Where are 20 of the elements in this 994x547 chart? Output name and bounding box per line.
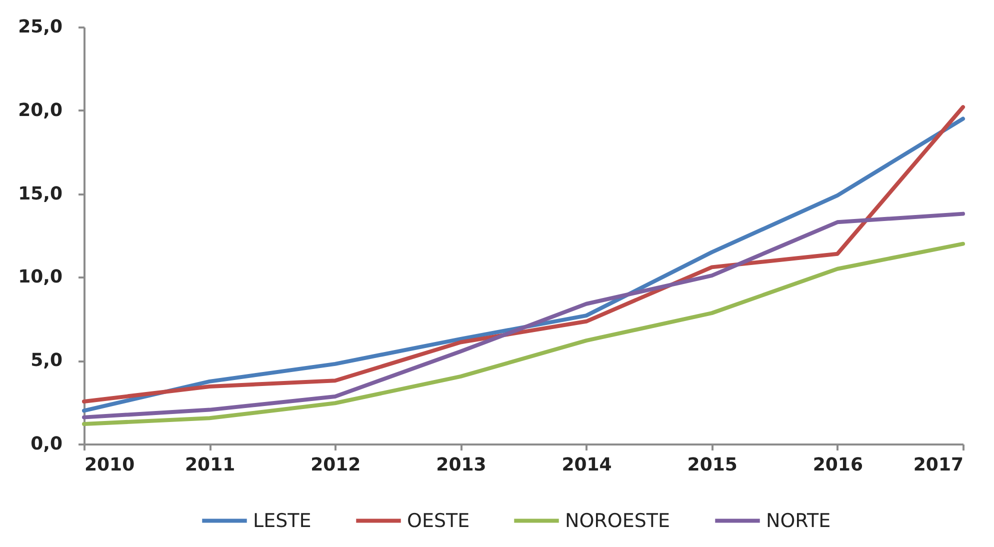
y-tick-label: 10,0: [18, 266, 62, 288]
x-tick-label: 2014: [562, 454, 612, 476]
legend-label: OESTE: [407, 510, 470, 532]
y-tick-label: 5,0: [30, 350, 62, 372]
x-tick-label: 2013: [436, 454, 486, 476]
y-tick-label: 15,0: [18, 183, 62, 204]
line-series: [82, 212, 965, 420]
legend-label: NORTE: [766, 510, 831, 532]
x-tick-label: 2011: [185, 454, 236, 476]
legend-label: LESTE: [253, 510, 312, 532]
x-tick-label: 2010: [84, 454, 135, 476]
y-tick-label: 0,0: [30, 434, 62, 454]
x-tick-label: 2017: [913, 454, 964, 476]
y-tick-label: 20,0: [18, 100, 62, 121]
x-tick-label: 2015: [687, 454, 738, 476]
x-tick-label: 2016: [812, 454, 863, 476]
legend-label: NOROESTE: [565, 510, 670, 532]
line-series: [82, 242, 965, 426]
y-tick-label: 25,0: [18, 16, 62, 38]
x-tick-label: 2012: [310, 454, 361, 476]
